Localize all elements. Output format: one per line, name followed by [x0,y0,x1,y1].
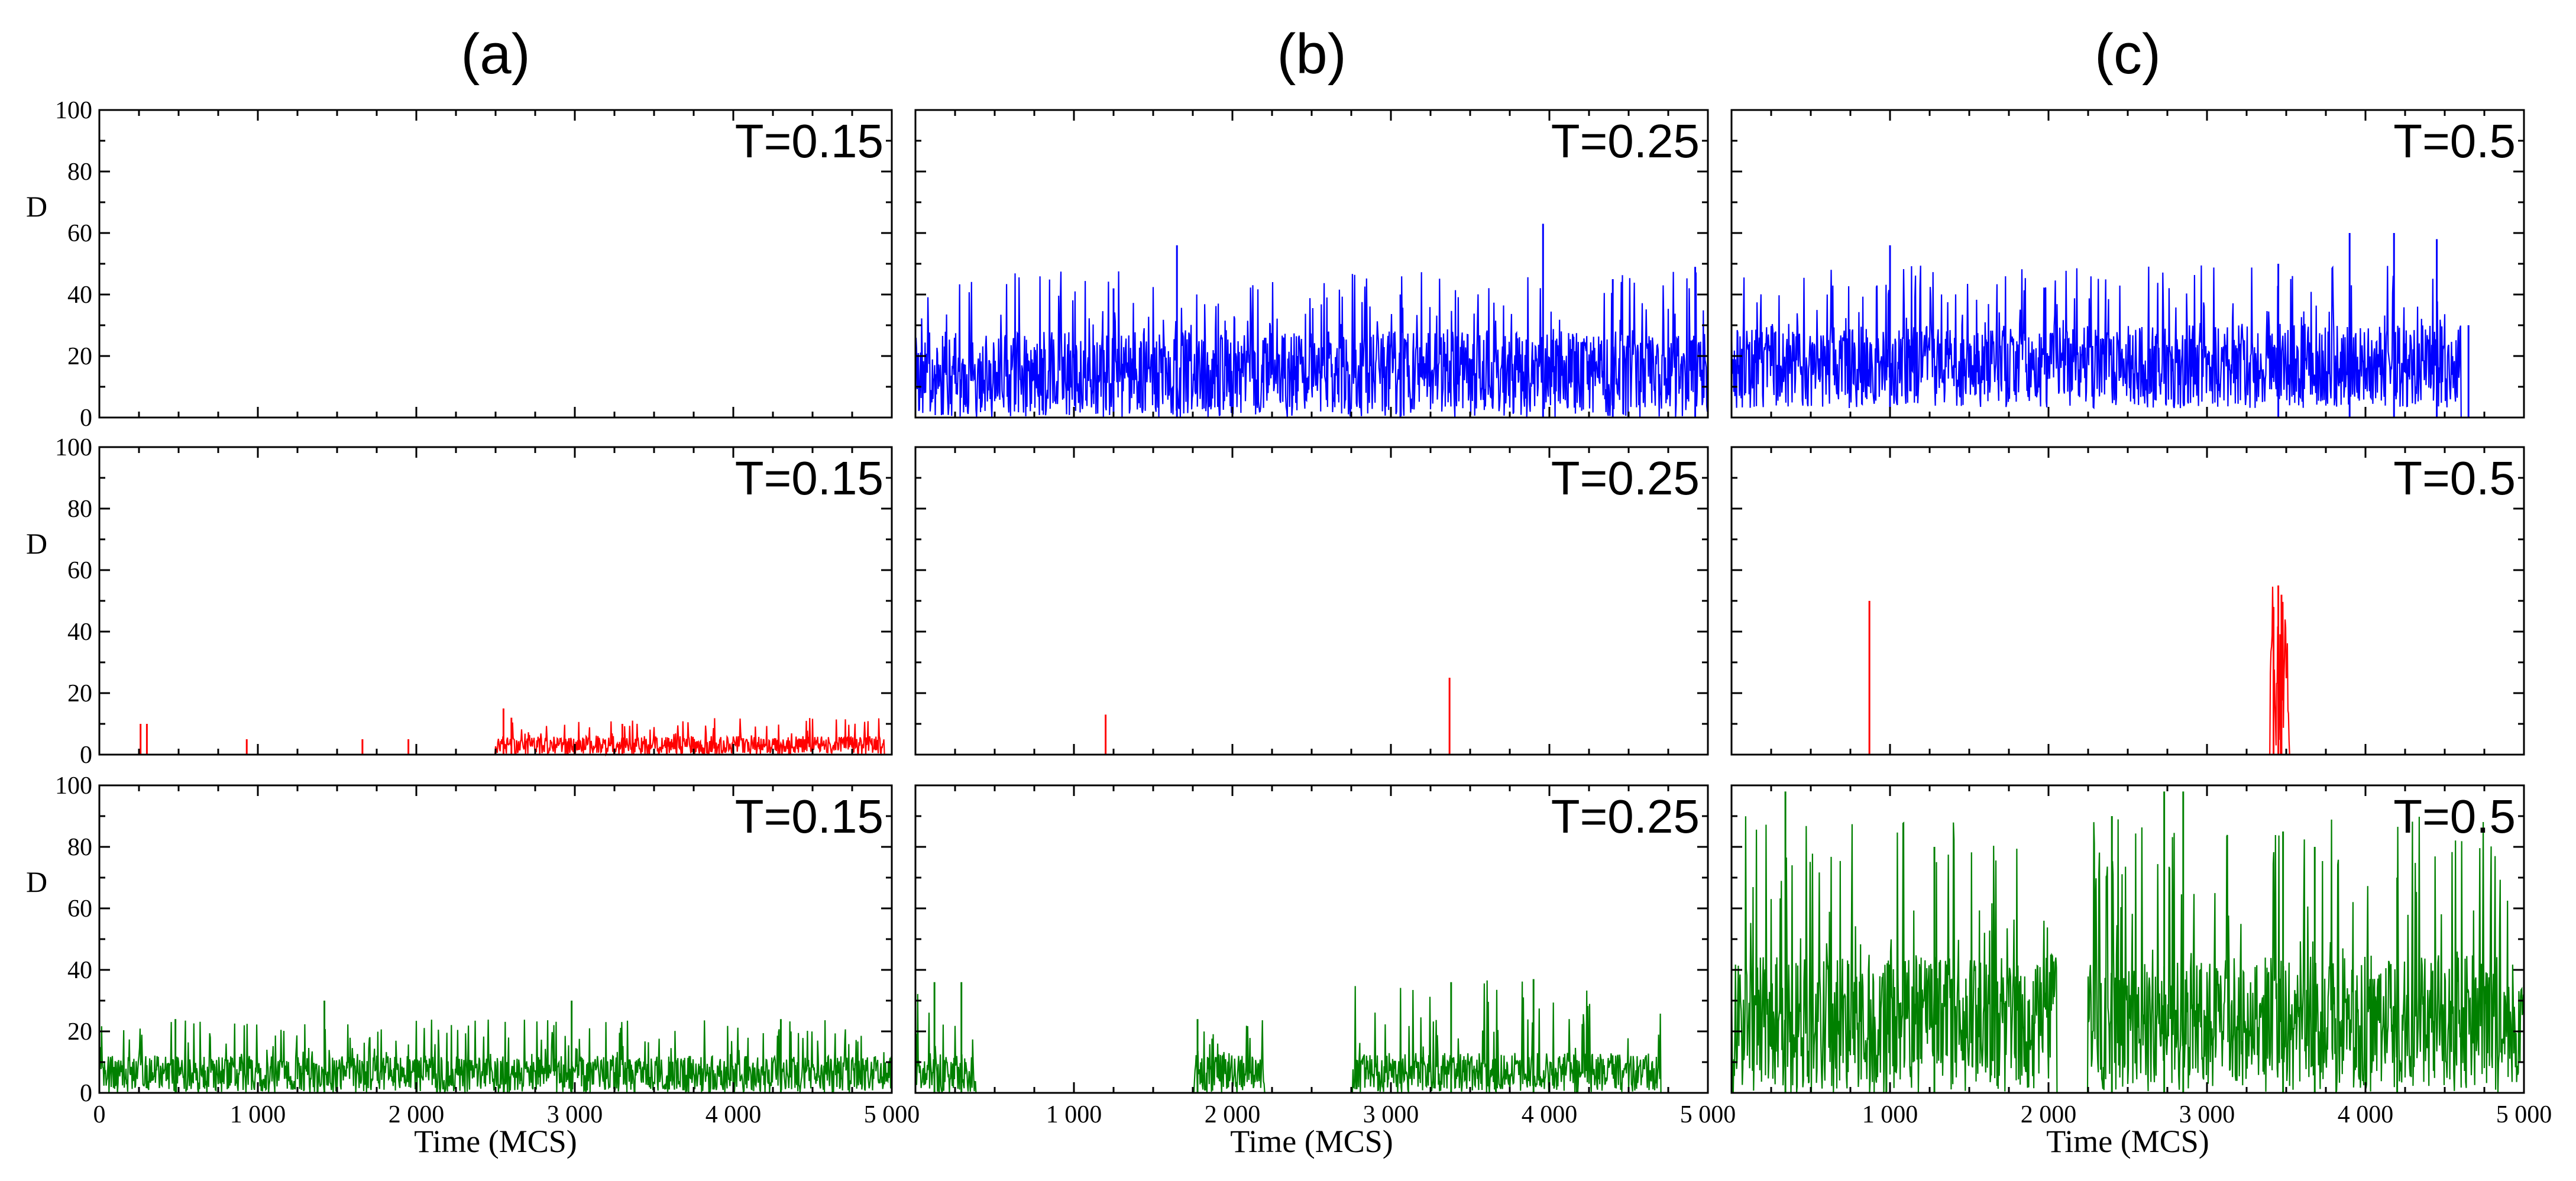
panel-r2-c3: T=0.5 [1730,446,2525,756]
panel-r3-c1: 0 20 40 60 80 100 0 1 000 2 000 3 000 4 000 5 000 T=… [26,772,920,1159]
series-line [1730,816,2525,1094]
temperature-label: T=0.5 [2393,790,2516,843]
y-axis-label: D [26,190,47,223]
x-axis-label: Time (MCS) [1230,1124,1393,1159]
panel-r1-c2: T=0.25 [914,109,1709,419]
x-tick-label: 0 [93,1101,106,1128]
y-tick-label: 0 [80,405,92,432]
y-tick-label: 100 [55,97,92,124]
column-title-3: (c) [2095,22,2161,86]
x-tick-label: 3 000 [547,1101,603,1128]
y-axis-label: D [26,527,47,560]
x-tick-label: 1 000 [1046,1101,1102,1128]
panel-r1-c3: T=0.5 [1730,109,2525,419]
y-tick-label: 40 [67,957,92,984]
x-tick-label: 4 000 [1522,1101,1578,1128]
temperature-label: T=0.5 [2393,115,2516,167]
x-axis-label: Time (MCS) [414,1124,577,1159]
y-tick-label: 60 [67,557,92,584]
x-tick-label: 5 000 [2496,1101,2552,1128]
x-tick-label: 2 000 [2021,1101,2077,1128]
y-tick-label: 100 [55,772,92,800]
panel-r2-c2: T=0.25 [914,446,1709,756]
panel-r3-c3: 1 000 2 000 3 000 4 000 5 000 T=0.5 Time (MCS) [1730,784,2552,1159]
y-tick-label: 0 [80,742,92,769]
series-line [1732,586,2524,756]
y-tick-label: 20 [67,680,92,707]
temperature-label: T=0.15 [735,790,884,843]
x-tick-label: 4 000 [2338,1101,2394,1128]
x-tick-label: 5 000 [1680,1101,1736,1128]
temperature-label: T=0.25 [1551,452,1700,504]
y-axis-label: D [26,865,47,898]
temperature-label: T=0.15 [735,452,884,504]
x-tick-label: 1 000 [230,1101,286,1128]
y-tick-label: 40 [67,619,92,646]
series-line [914,980,1708,1094]
y-tick-label: 0 [80,1080,92,1107]
column-title-1: (a) [461,22,530,86]
temperature-label: T=0.25 [1551,790,1700,843]
panel-r3-c2: 1 000 2 000 3 000 4 000 5 000 T=0.25 Time (MCS… [914,784,1736,1159]
y-tick-label: 80 [67,158,92,186]
y-tick-label: 40 [67,282,92,309]
y-tick-label: 80 [67,834,92,861]
series-line [1730,265,2524,419]
temperature-label: T=0.15 [735,115,884,167]
x-tick-label: 1 000 [1862,1101,1918,1128]
x-tick-label: 2 000 [1205,1101,1261,1128]
x-tick-label: 2 000 [389,1101,445,1128]
series-line [914,271,1709,418]
x-tick-label: 3 000 [2179,1101,2235,1128]
series-line [98,1020,893,1094]
temperature-label: T=0.25 [1551,115,1700,167]
x-axis-label: Time (MCS) [2046,1124,2209,1159]
y-tick-label: 60 [67,220,92,247]
x-tick-label: 3 000 [1363,1101,1419,1128]
panel-r2-c1: 0 20 40 60 80 100 T=0.15 D [26,434,893,769]
column-title-2: (b) [1277,22,1346,86]
y-tick-label: 80 [67,496,92,523]
x-tick-label: 5 000 [864,1101,920,1128]
y-tick-label: 100 [55,434,92,461]
temperature-label: T=0.5 [2393,452,2516,504]
y-tick-label: 20 [67,1018,92,1046]
y-tick-label: 60 [67,895,92,923]
panel-r1-c1: 0 20 40 60 80 100 T=0.15 D [26,97,893,432]
y-tick-label: 20 [67,343,92,370]
x-tick-label: 4 000 [706,1101,762,1128]
